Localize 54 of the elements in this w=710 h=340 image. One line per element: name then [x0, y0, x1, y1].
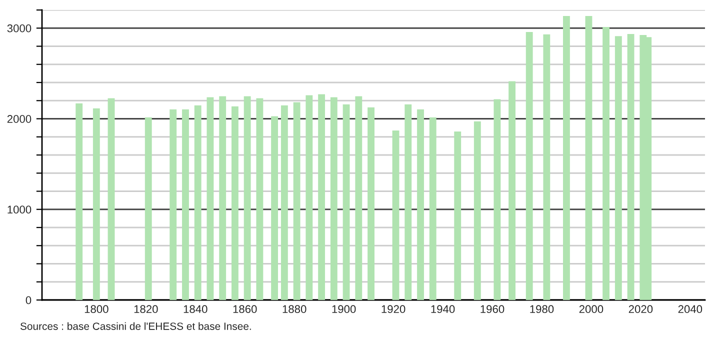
source-note: Sources : base Cassini de l'EHESS et base Insee. [20, 322, 251, 330]
bar [76, 103, 83, 300]
bar [342, 104, 350, 300]
bar [108, 98, 115, 300]
bar [280, 105, 288, 300]
bar [508, 81, 516, 300]
x-tick-label: 1880 [282, 305, 306, 314]
bar [355, 96, 362, 300]
bar [494, 99, 501, 300]
y-tick-label: 2000 [7, 115, 32, 123]
bar [306, 95, 313, 300]
bar [219, 96, 226, 300]
bar [271, 116, 278, 300]
x-tick-label: 1960 [480, 305, 504, 314]
x-tick-label: 1940 [431, 305, 455, 314]
bar [417, 109, 424, 300]
bar [144, 117, 152, 300]
bar [543, 34, 550, 300]
bar [614, 36, 622, 300]
bar [182, 109, 189, 300]
x-tick-label: 1820 [134, 305, 158, 314]
x-tick-label: 1840 [184, 305, 208, 314]
bar [454, 131, 462, 300]
x-tick-label: 1860 [233, 305, 257, 314]
bar [627, 34, 634, 300]
bar [256, 98, 264, 300]
bar [232, 106, 238, 300]
y-tick-label: 1000 [8, 206, 32, 214]
bar [474, 121, 481, 300]
bar [244, 96, 251, 300]
x-tick-label: 2000 [579, 305, 604, 314]
bar [404, 104, 412, 300]
x-tick-label: 2040 [678, 305, 702, 314]
y-tick-label: 3000 [7, 24, 32, 32]
bar [392, 130, 400, 300]
bar [206, 97, 214, 300]
x-tick-label: 1920 [382, 305, 406, 314]
bar [602, 27, 610, 300]
y-tick-label: 0 [26, 296, 32, 304]
bar [170, 109, 177, 300]
bar [92, 108, 100, 300]
x-tick-label: 1800 [84, 305, 108, 314]
bar [563, 16, 570, 300]
x-tick-label: 1900 [332, 305, 356, 314]
bar [293, 102, 300, 300]
bar [330, 97, 338, 300]
bar [585, 16, 592, 300]
x-tick-label: 2020 [628, 305, 653, 314]
bar [194, 105, 202, 300]
x-tick-label: 1980 [530, 305, 554, 314]
bar [429, 117, 436, 300]
bar [318, 94, 326, 300]
bar [368, 107, 374, 300]
bar [526, 32, 533, 300]
